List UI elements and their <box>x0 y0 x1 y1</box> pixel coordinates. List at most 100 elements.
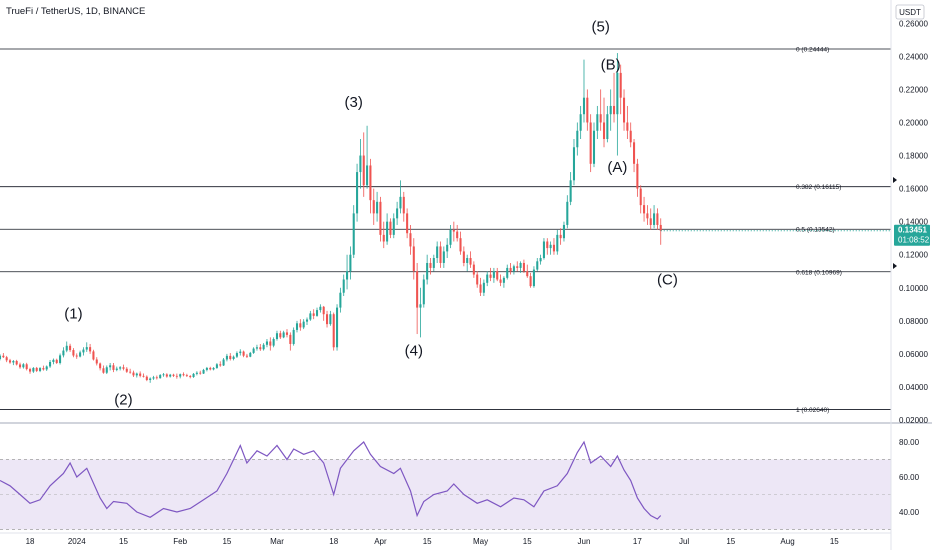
candle-body <box>572 147 576 181</box>
candle-body <box>25 364 28 370</box>
candle-body <box>125 368 128 372</box>
candle-body <box>189 376 192 378</box>
candle-body <box>139 373 142 376</box>
candle-body <box>285 332 289 335</box>
candle-body <box>489 274 492 278</box>
time-tick-label: 15 <box>830 537 839 546</box>
time-tick-label: 2024 <box>68 537 86 546</box>
fib-level-label: 0.618 (0.10969) <box>796 269 842 276</box>
candle-body <box>476 274 479 285</box>
candle-body <box>612 105 616 115</box>
candle-body <box>99 363 102 369</box>
candle-body <box>105 367 108 373</box>
time-tick-label: 15 <box>423 537 432 546</box>
time-axis[interactable]: 18 2024 15 Feb 15 Mar 18 Apr 15 May 15 Jun 17 Jul 15 Au… <box>26 537 840 546</box>
candle-body <box>633 142 636 164</box>
price-tick-label: 0.18000 <box>899 152 928 161</box>
candle-body <box>225 355 228 360</box>
currency-button[interactable]: USDT <box>895 4 925 20</box>
candle-body <box>406 213 409 234</box>
axis-marker-icon <box>893 177 897 183</box>
candle-body <box>636 163 639 189</box>
candle-body <box>319 306 322 311</box>
candle-body <box>646 213 649 219</box>
wave-label[interactable]: (A) <box>607 159 627 176</box>
candle-body <box>622 97 626 123</box>
candle-body <box>562 224 566 239</box>
candle-body <box>532 269 535 287</box>
candle-body <box>92 351 95 360</box>
rsi-tick-label: 40.00 <box>899 508 920 517</box>
fibonacci-retracement[interactable]: 0 (0.24444) 0.382 (0.16115) 0.5 (0.13542) 0… <box>0 47 891 414</box>
candle-body <box>436 246 439 259</box>
wave-label[interactable]: (B) <box>601 57 621 74</box>
candle-body <box>325 314 329 325</box>
candle-body <box>119 367 122 369</box>
price-tick-label: 0.20000 <box>899 118 928 127</box>
candle-body <box>332 314 335 348</box>
candle-body <box>95 359 98 364</box>
candle-body <box>2 355 5 358</box>
candle-body <box>522 262 525 272</box>
candle-body <box>255 347 258 349</box>
candle-body <box>389 221 392 235</box>
candle-body <box>362 155 365 186</box>
candle-body <box>402 196 405 214</box>
candle-body <box>556 234 559 252</box>
candle-body <box>452 229 455 232</box>
time-tick-label: Apr <box>374 537 387 546</box>
rsi-axis[interactable]: 80.00 60.00 40.00 <box>899 438 920 517</box>
candle-body <box>245 355 248 357</box>
elliott-wave-labels[interactable]: (1) (2) (3) (4) (5) (B) (A) (C) <box>64 19 678 409</box>
rsi-line <box>0 440 662 520</box>
price-tick-label: 0.16000 <box>899 185 928 194</box>
candle-body <box>272 339 275 346</box>
last-price-label: 0.13451 <box>898 226 927 235</box>
candle-body <box>352 213 355 255</box>
candle-body <box>265 341 269 345</box>
candle-body <box>109 365 112 368</box>
candle-body <box>386 221 389 242</box>
candle-body <box>42 368 45 370</box>
price-tick-label: 0.10000 <box>899 284 928 293</box>
candle-body <box>422 279 425 305</box>
candle-body <box>529 276 532 287</box>
wave-label[interactable]: (5) <box>592 19 610 36</box>
wave-label[interactable]: (1) <box>64 305 82 322</box>
candle-body <box>516 266 519 268</box>
candle-body <box>175 375 178 377</box>
candle-body <box>22 364 25 368</box>
candle-body <box>135 373 138 376</box>
candle-body <box>305 319 309 322</box>
time-tick-label: May <box>473 537 488 546</box>
candle-body <box>35 367 38 371</box>
candle-body <box>239 351 242 354</box>
candle-body <box>459 238 462 252</box>
wave-label[interactable]: (2) <box>114 391 132 408</box>
candle-body <box>519 262 522 268</box>
candle-body <box>549 244 552 249</box>
candle-body <box>479 284 482 293</box>
price-tick-label: 0.06000 <box>899 350 928 359</box>
candle-body <box>49 361 52 367</box>
wave-label[interactable]: (4) <box>405 343 423 360</box>
candle-body <box>259 347 262 350</box>
candle-body <box>502 277 505 283</box>
price-axis[interactable]: 0.26000 0.24000 0.22000 0.20000 0.18000 0.160… <box>899 19 928 425</box>
rsi-pane <box>0 440 891 530</box>
price-tick-label: 0.08000 <box>899 317 928 326</box>
candle-body <box>482 282 485 293</box>
candle-body <box>222 359 225 366</box>
candle-body <box>536 261 539 270</box>
time-tick-label: 15 <box>222 537 231 546</box>
candle-body <box>282 332 285 338</box>
candle-body <box>382 234 385 242</box>
wave-label[interactable]: (C) <box>657 271 678 288</box>
candle-body <box>152 377 155 379</box>
fib-level-label: 0.5 (0.13542) <box>796 227 835 234</box>
wave-label[interactable]: (3) <box>345 94 363 111</box>
candlestick-series <box>0 53 662 383</box>
candle-body <box>202 369 205 374</box>
